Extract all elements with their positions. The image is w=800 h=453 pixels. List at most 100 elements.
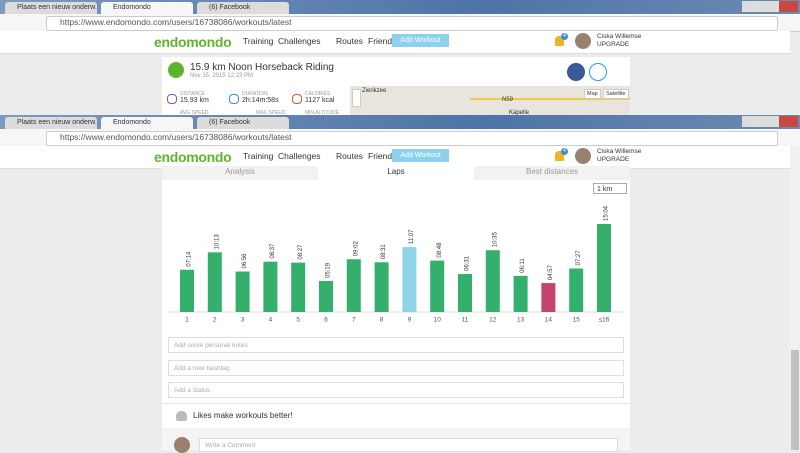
- lap-label: 4: [269, 317, 273, 324]
- lap-label: 8: [380, 317, 384, 324]
- map-type[interactable]: Satellite: [603, 89, 629, 99]
- facebook-share[interactable]: [567, 63, 585, 81]
- browser-tab[interactable]: (6) Facebook: [197, 117, 289, 129]
- upgrade[interactable]: UPGRADE: [597, 156, 630, 163]
- laps-chart: 07:14 1 10:13 2 06:56 3 08:37 4 08:27 5 05:19 6 09:0…: [167, 205, 625, 324]
- lap-time: 05:19: [326, 262, 332, 278]
- map-place: Kapelle: [509, 110, 530, 116]
- nav-link[interactable]: Training: [243, 36, 274, 46]
- url-box: [46, 16, 778, 31]
- lap-bar: [180, 269, 194, 312]
- badge: 4: [561, 33, 568, 40]
- section-tab[interactable]: Best distances: [474, 166, 630, 180]
- stat-label: AVG SPEED: [180, 110, 209, 115]
- text-input[interactable]: Add a new hashtag: [168, 359, 624, 376]
- nav-link[interactable]: Challenges: [278, 151, 321, 161]
- map-place: N59: [502, 97, 514, 103]
- lap-bar: [319, 280, 333, 312]
- map-place: Zierikzee: [362, 88, 387, 94]
- lap-bar: [374, 262, 389, 312]
- section-tab[interactable]: Laps: [318, 166, 474, 180]
- stat-label: CALORIES: [305, 91, 331, 97]
- lap-time: 06:56: [242, 253, 248, 269]
- nav-link[interactable]: Friends: [368, 36, 397, 46]
- lap-time: 09:02: [353, 241, 359, 257]
- user-name[interactable]: Ciska Willemse: [597, 148, 642, 155]
- browser-tab[interactable]: Endomondo: [101, 117, 193, 129]
- stat-value: 1127 kcal: [305, 97, 335, 104]
- lap-bar: [402, 247, 417, 312]
- user-name[interactable]: Ciska Willemse: [597, 33, 642, 40]
- lap-bar: [430, 260, 445, 312]
- browser-tab[interactable]: Plaats een nieuw onderw...: [5, 2, 97, 14]
- window-controls[interactable]: [742, 116, 798, 127]
- stat-label: DURATION: [242, 91, 268, 97]
- bell[interactable]: [555, 36, 564, 46]
- lap-time: 08:48: [437, 242, 443, 258]
- sport-icon: [168, 62, 184, 78]
- badge: 4: [561, 148, 568, 155]
- comment-avatar: [174, 437, 190, 453]
- twitter-share[interactable]: [589, 63, 607, 81]
- map-zoom[interactable]: [352, 89, 361, 107]
- likes-text: Likes make workouts better!: [193, 411, 293, 420]
- nav-link[interactable]: Friends: [368, 151, 397, 161]
- avatar[interactable]: [575, 148, 591, 164]
- lap-label: 6: [324, 317, 328, 324]
- map-type[interactable]: Map: [584, 89, 601, 99]
- scrollbar: [790, 146, 800, 450]
- logo[interactable]: endomondo: [154, 149, 232, 165]
- lap-label: 3: [241, 317, 245, 324]
- avatar[interactable]: [575, 33, 591, 49]
- nav-link[interactable]: Challenges: [278, 36, 321, 46]
- add-workout-button[interactable]: Add Workout: [392, 149, 449, 162]
- add-workout-button[interactable]: Add Workout: [392, 34, 449, 47]
- stat-value: 15.93 km: [180, 97, 209, 104]
- lap-time: 07:27: [576, 250, 582, 266]
- bell[interactable]: [555, 151, 564, 161]
- map: [350, 86, 630, 115]
- lap-bar: [597, 224, 611, 312]
- stat-icon: [167, 94, 177, 104]
- lap-label: ≤16: [599, 317, 610, 324]
- lap-time: 10:35: [492, 232, 498, 248]
- lap-unit-select[interactable]: 1 km: [593, 183, 627, 194]
- map-road: [470, 98, 630, 100]
- lap-time: 15:04: [604, 205, 610, 221]
- window-controls[interactable]: [742, 1, 798, 12]
- lap-bar: [569, 268, 584, 312]
- nav-link[interactable]: Training: [243, 151, 274, 161]
- lap-label: 9: [408, 317, 412, 324]
- url-box: [46, 131, 778, 146]
- section-tab[interactable]: Analysis: [162, 166, 318, 180]
- heart-icon[interactable]: [176, 411, 187, 421]
- lap-bar: [291, 262, 306, 312]
- lap-time: 08:37: [270, 243, 276, 259]
- lap-bar: [346, 259, 361, 312]
- browser-tab[interactable]: Endomondo: [101, 2, 193, 14]
- stat-label: MIN ALTITUDE: [305, 110, 340, 115]
- lap-bar: [458, 273, 472, 312]
- text-input[interactable]: Add some personal notes: [168, 337, 624, 353]
- lap-label: 10: [434, 317, 442, 324]
- nav-link[interactable]: Routes: [336, 151, 363, 161]
- lap-time: 06:31: [465, 255, 471, 271]
- lap-label: 5: [296, 317, 300, 324]
- lap-label: 14: [545, 317, 553, 324]
- workout-title: 15.9 km Noon Horseback Riding: [190, 62, 334, 73]
- upgrade[interactable]: UPGRADE: [597, 41, 630, 48]
- url[interactable]: https://www.endomondo.com/users/16738086…: [60, 132, 292, 142]
- lap-time: 04:57: [548, 264, 554, 280]
- stat-icon: [292, 94, 302, 104]
- browser-tab[interactable]: (6) Facebook: [197, 2, 289, 14]
- text-input[interactable]: Add a status: [168, 382, 624, 398]
- lap-bar: [513, 275, 528, 312]
- logo[interactable]: endomondo: [154, 34, 232, 50]
- url[interactable]: https://www.endomondo.com/users/16738086…: [60, 17, 292, 27]
- scroll-thumb[interactable]: [791, 350, 799, 450]
- nav-link[interactable]: Routes: [336, 36, 363, 46]
- divider: [162, 403, 630, 404]
- browser-tab[interactable]: Plaats een nieuw onderw...: [5, 117, 97, 129]
- lap-bar: [263, 261, 278, 312]
